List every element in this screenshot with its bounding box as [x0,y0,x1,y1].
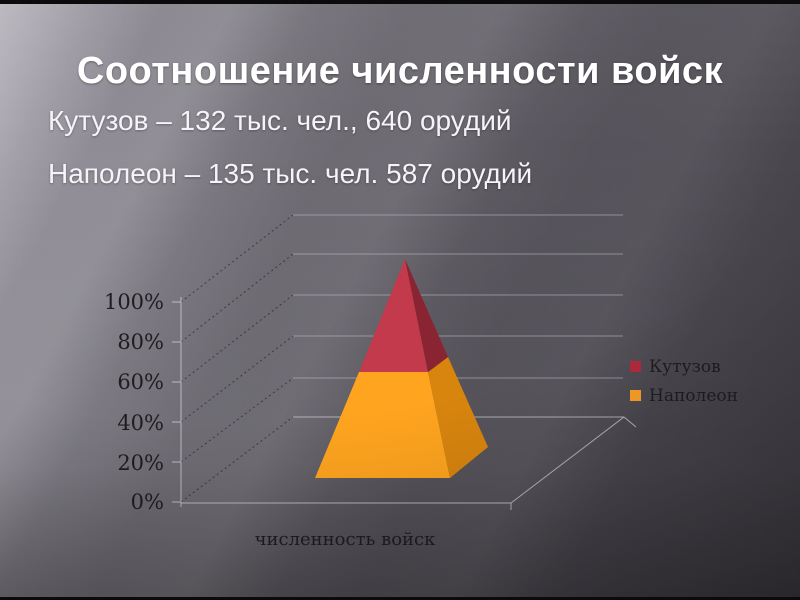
y-axis-tick-labels: 100% 80% 60% 40% 20% 0% [104,290,164,514]
chart-legend: Кутузов Наполеон [630,357,738,406]
slide-title: Соотношение численности войск [76,50,724,92]
legend-label-napoleon: Наполеон [649,386,738,406]
legend-item-napoleon: Наполеон [630,386,738,406]
y-tick-100: 100% [104,290,164,314]
slide-bottom-edge [0,597,800,600]
kutuzov-segment-side [405,259,448,372]
y-tick-20: 20% [117,451,164,475]
back-wall-gridlines [293,214,624,418]
y-tick-80: 80% [117,330,164,354]
slide-top-edge [0,0,800,4]
legend-swatch-napoleon [630,390,641,401]
y-axis [172,297,182,507]
stat-line-kutuzov: Кутузов – 132 тыс. чел., 640 орудий [48,105,512,136]
napoleon-segment-side [428,357,488,478]
y-tick-40: 40% [117,411,164,435]
y-tick-60: 60% [117,370,164,394]
stat-line-napoleon: Наполеон – 135 тыс. чел. 587 орудий [48,158,533,189]
depth-gridlines [180,214,294,503]
legend-item-kutuzov: Кутузов [630,357,721,377]
legend-label-kutuzov: Кутузов [649,357,721,377]
napoleon-segment-front [315,372,450,478]
x-axis-floor [181,416,637,510]
legend-swatch-kutuzov [630,361,641,372]
pyramid-series [315,259,488,478]
x-axis-label: численность войск [255,529,437,550]
y-tick-0: 0% [131,490,164,514]
